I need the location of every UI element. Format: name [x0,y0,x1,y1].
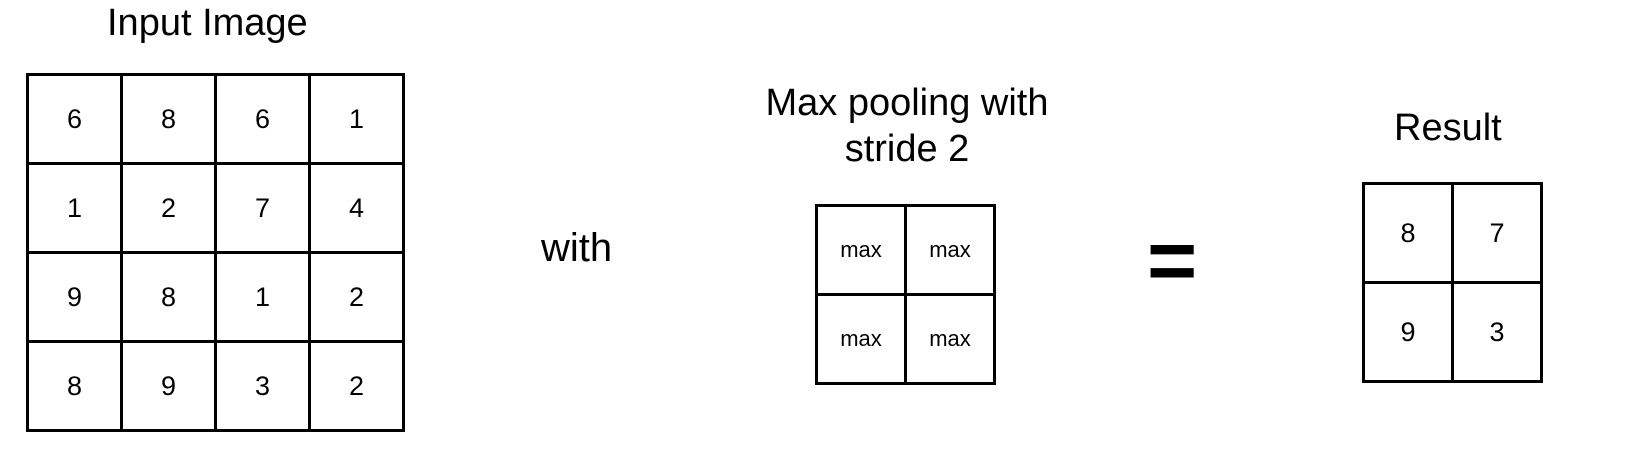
result-row: 8 7 [1362,182,1543,284]
input-cell: 3 [214,340,311,432]
input-cell: 9 [26,251,123,343]
kernel-row: max max [815,293,996,385]
input-cell: 8 [120,251,217,343]
input-image-title: Input Image [107,2,308,44]
kernel-cell: max [815,204,907,296]
pooling-title-line1: Max pooling with [765,82,1049,124]
pooling-kernel-grid: max max max max [815,204,996,385]
input-cell: 2 [308,340,405,432]
kernel-cell: max [904,204,996,296]
kernel-cell: max [904,293,996,385]
input-cell: 6 [214,73,311,165]
input-image-grid: 6 8 6 1 1 2 7 4 9 8 1 2 8 9 3 2 [26,73,405,432]
input-cell: 6 [26,73,123,165]
input-cell: 4 [308,162,405,254]
pooling-title: Max pooling with stride 2 [752,80,1062,172]
input-cell: 1 [26,162,123,254]
pooling-title-line2: stride 2 [844,128,970,170]
result-cell: 3 [1451,281,1543,383]
result-cell: 7 [1451,182,1543,284]
result-cell: 8 [1362,182,1454,284]
kernel-cell: max [815,293,907,385]
input-cell: 1 [214,251,311,343]
input-cell: 2 [308,251,405,343]
kernel-row: max max [815,204,996,296]
input-row: 9 8 1 2 [26,251,405,343]
input-row: 1 2 7 4 [26,162,405,254]
input-cell: 7 [214,162,311,254]
equals-sign: = [1147,213,1198,309]
input-row: 6 8 6 1 [26,73,405,165]
result-cell: 9 [1362,281,1454,383]
with-label: with [541,226,613,270]
input-cell: 2 [120,162,217,254]
input-cell: 1 [308,73,405,165]
result-grid: 8 7 9 3 [1362,182,1543,383]
result-title: Result [1394,107,1502,149]
input-cell: 8 [26,340,123,432]
input-cell: 9 [120,340,217,432]
input-cell: 8 [120,73,217,165]
result-row: 9 3 [1362,281,1543,383]
input-row: 8 9 3 2 [26,340,405,432]
